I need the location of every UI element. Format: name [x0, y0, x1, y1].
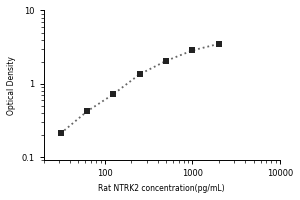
- Point: [137, 73, 142, 76]
- Point: [85, 110, 89, 113]
- Point: [58, 132, 63, 135]
- X-axis label: Rat NTRK2 concentration(pg/mL): Rat NTRK2 concentration(pg/mL): [98, 184, 225, 193]
- Point: [111, 93, 116, 96]
- Point: [190, 49, 195, 52]
- Point: [164, 59, 168, 63]
- Point: [216, 42, 221, 45]
- Y-axis label: Optical Density: Optical Density: [7, 56, 16, 115]
